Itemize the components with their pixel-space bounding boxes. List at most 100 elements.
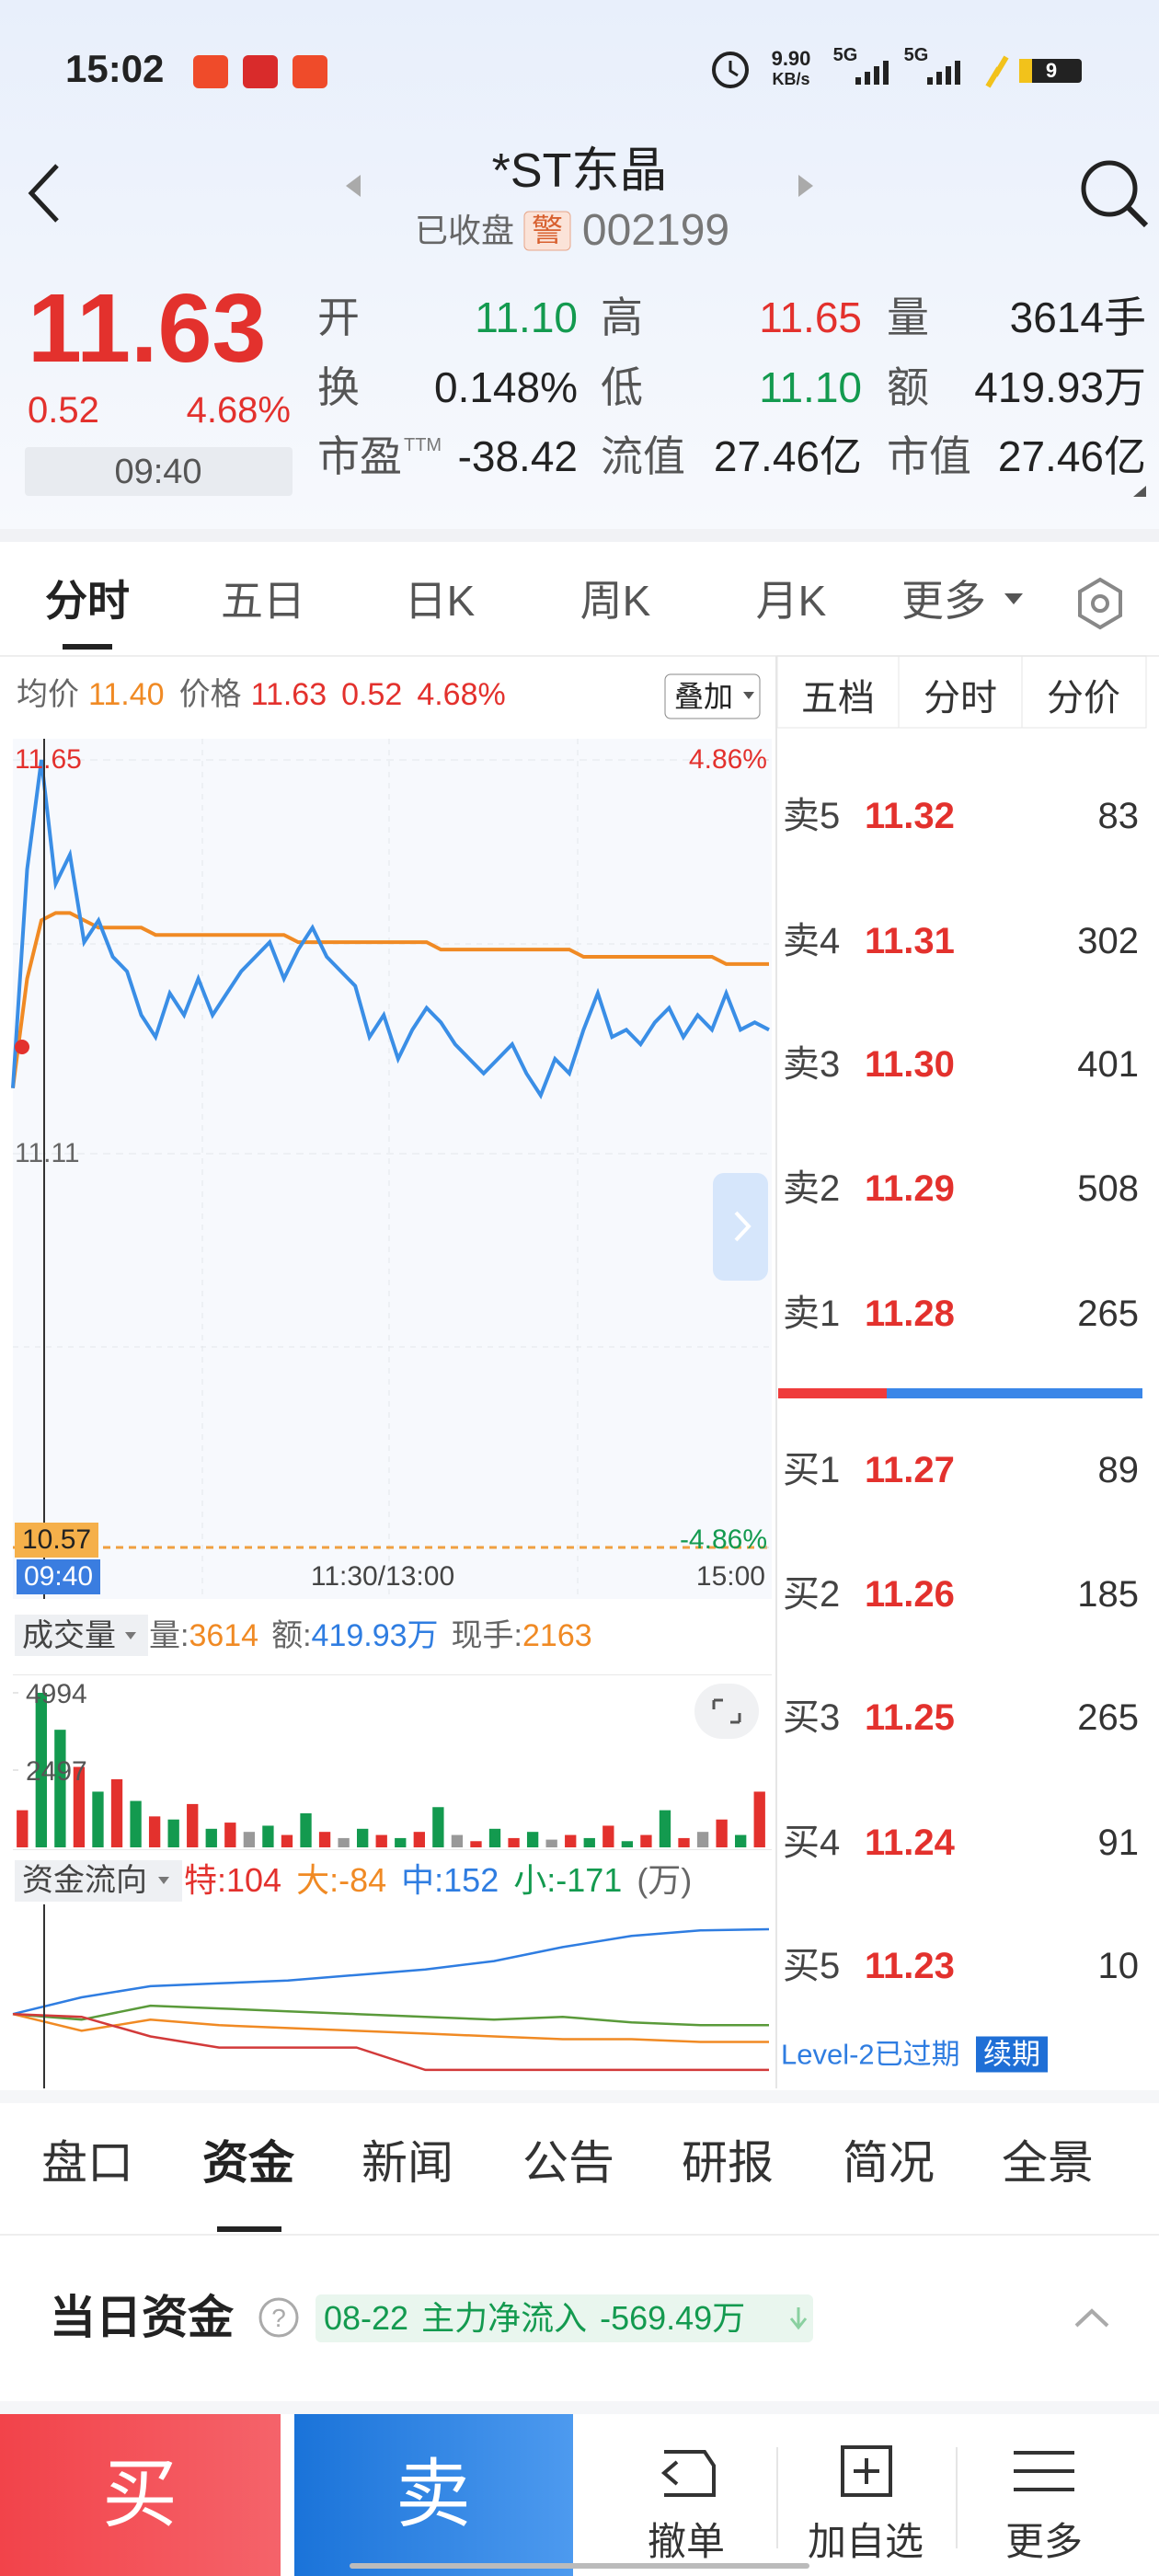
section-tab[interactable]: 盘口: [41, 2137, 133, 2189]
book-price: 11.30: [865, 1044, 955, 1085]
book-price: 11.26: [865, 1574, 955, 1615]
stat-label: 低: [601, 363, 643, 411]
action-label[interactable]: 更多: [1004, 2520, 1084, 2563]
tab[interactable]: 五日: [221, 577, 305, 625]
tab[interactable]: 月K: [755, 577, 827, 625]
ratio-ask: [778, 1388, 887, 1398]
section-tab[interactable]: 简况: [843, 2137, 935, 2189]
book-volume: 265: [1077, 1697, 1139, 1738]
label: -171: [556, 1861, 623, 1899]
search-icon[interactable]: [1081, 160, 1138, 217]
prev-icon[interactable]: [346, 175, 361, 197]
volume-bar: [545, 1839, 557, 1847]
side-toggle[interactable]: [713, 1173, 768, 1281]
divider: [13, 1674, 772, 1675]
stat-label: 额: [887, 363, 929, 411]
signal-icon: [855, 61, 889, 85]
fullscreen-icon: [712, 1698, 741, 1724]
price-line: [11, 911, 769, 1088]
section-tab[interactable]: 资金: [202, 2137, 294, 2189]
help-circle[interactable]: [258, 2297, 299, 2338]
stat-value: 3614手: [1009, 293, 1146, 341]
label: 现手:: [451, 1618, 522, 1653]
more-icon[interactable]: [1014, 2451, 1074, 2491]
tab[interactable]: 周K: [580, 577, 651, 625]
label: 419.93万: [311, 1618, 439, 1653]
change-pct: 4.68%: [186, 390, 291, 431]
section-tab[interactable]: 研报: [682, 2137, 774, 2189]
time: 09:40: [114, 453, 202, 491]
label: 成交量: [22, 1618, 116, 1653]
app-icon: [243, 55, 278, 88]
section-tab[interactable]: 公告: [522, 2137, 614, 2189]
stat-value: 27.46亿: [713, 432, 862, 480]
x-tick-label: 09:40: [17, 1559, 101, 1594]
collapse-icon[interactable]: [1074, 2308, 1109, 2328]
cancel-icon[interactable]: [660, 2450, 716, 2497]
stat-label: 高: [601, 293, 643, 341]
volume-bar: [357, 1828, 369, 1847]
volume-bar: [224, 1823, 236, 1847]
fund-flow-header: 资金流向 特: 104 大: -84 中: 152 小: -171 (万): [22, 1864, 692, 1897]
y2-tick-label: 4.86%: [688, 744, 767, 775]
label: 特:: [184, 1861, 227, 1899]
volume-bar: [678, 1837, 690, 1847]
add-icon[interactable]: [841, 2445, 892, 2497]
volume-bar: [753, 1791, 765, 1847]
sell-label[interactable]: 卖: [395, 2453, 472, 2536]
alarm-icon: [712, 52, 749, 88]
tab[interactable]: 分时: [45, 577, 130, 625]
label: 152: [443, 1861, 499, 1899]
fullscreen-button[interactable]: [694, 1684, 759, 1739]
expand-corner[interactable]: [1133, 486, 1146, 497]
volume-bar: [716, 1819, 728, 1847]
book-tab[interactable]: 分价: [1047, 678, 1120, 719]
buy-button[interactable]: [0, 2414, 281, 2576]
tab[interactable]: 更多: [901, 577, 986, 625]
book-tab[interactable]: 分时: [924, 678, 997, 719]
app-icon: [293, 55, 327, 88]
overlay-button[interactable]: [664, 673, 761, 719]
dropdown-icon: [743, 692, 754, 699]
section-tab[interactable]: 全景: [1002, 2137, 1094, 2189]
book-tab[interactable]: 五档: [801, 678, 875, 719]
section-tab[interactable]: 新闻: [361, 2137, 453, 2189]
volume-bar: [262, 1825, 274, 1847]
help-icon[interactable]: ?: [271, 2304, 286, 2332]
buy-label[interactable]: 买: [101, 2453, 178, 2536]
overlay-button[interactable]: 叠加: [673, 680, 734, 713]
network-type: 5G: [832, 45, 858, 65]
action-label[interactable]: 加自选: [807, 2520, 924, 2563]
volume-bar: [92, 1791, 104, 1847]
volume-bar: [565, 1834, 577, 1847]
side-toggle-arrow: [734, 1211, 752, 1242]
tab[interactable]: 日K: [404, 577, 476, 625]
back-icon[interactable]: [28, 164, 59, 223]
search-icon-handle: [1125, 204, 1149, 228]
volume-bar: [735, 1834, 747, 1847]
book-price: 11.32: [865, 796, 955, 836]
net-speed: 9.90: [771, 47, 811, 70]
settings-icon[interactable]: [1078, 577, 1122, 630]
book-price: 11.23: [865, 1946, 955, 1986]
sell-button[interactable]: [294, 2414, 573, 2576]
volume-bar: [281, 1834, 293, 1847]
home-indicator: [350, 2563, 809, 2569]
y2-tick-label: -4.86%: [679, 1524, 767, 1555]
stat-label: 流值: [601, 432, 685, 480]
action-label[interactable]: 撤单: [647, 2520, 726, 2563]
volume-bar: [696, 1832, 709, 1847]
flow-line: [12, 1927, 770, 2016]
selector-box[interactable]: [15, 1860, 182, 1902]
next-icon[interactable]: [798, 175, 813, 197]
renew-button[interactable]: 续期: [976, 2036, 1048, 2073]
selector-box[interactable]: [15, 1615, 148, 1656]
stat-label: 市盈: [317, 432, 402, 480]
top-bg: [0, 0, 1159, 529]
volume-bar: [640, 1834, 652, 1847]
label: 11.40: [88, 677, 165, 712]
dropdown-icon: [125, 1632, 136, 1639]
book-volume: 89: [1097, 1450, 1140, 1490]
